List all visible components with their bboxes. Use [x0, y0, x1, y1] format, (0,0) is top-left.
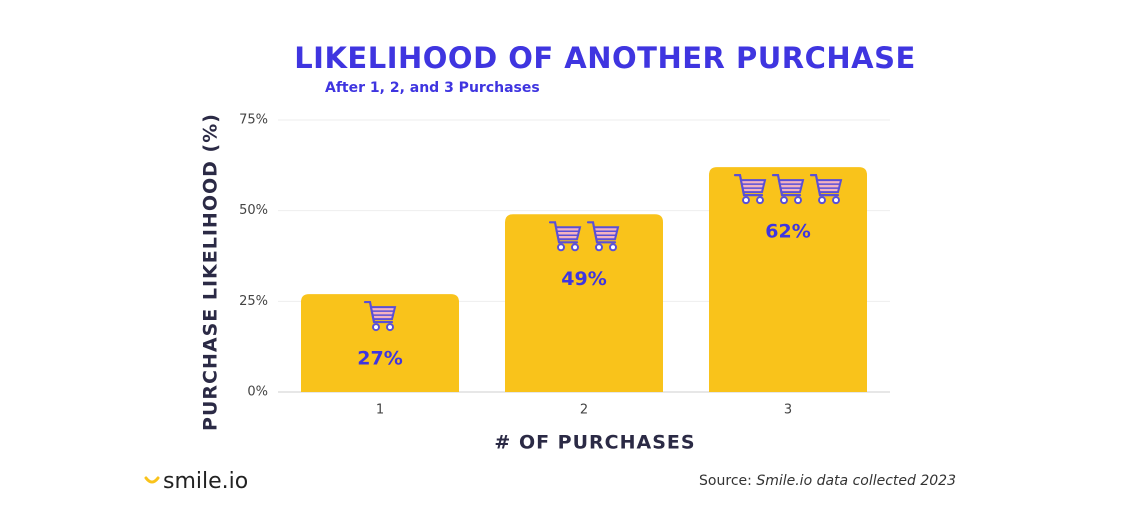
cart-wheel — [571, 243, 579, 252]
x-axis-title: # OF PURCHASES — [494, 432, 695, 454]
bar — [301, 294, 459, 392]
cart-wheel — [557, 243, 565, 252]
source-prefix: Source: — [699, 473, 752, 489]
cart-icon — [771, 174, 805, 205]
cart-basket — [592, 226, 620, 241]
cart-basket — [777, 179, 805, 194]
cart-wheel — [832, 196, 840, 205]
logo-smile — [144, 476, 160, 484]
cart-wheel — [742, 196, 750, 205]
cart-icon — [733, 174, 767, 205]
x-tick-label: 2 — [580, 403, 588, 418]
y-tick-label: 50% — [239, 203, 268, 218]
x-tick-label: 3 — [784, 403, 792, 418]
y-tick-label: 25% — [239, 294, 268, 309]
cart-wheel — [818, 196, 826, 205]
value-label: 27% — [357, 348, 402, 370]
cart-icon — [548, 221, 582, 252]
cart-wheel — [609, 243, 617, 252]
source-text: Smile.io data collected 2023 — [756, 473, 956, 489]
bar — [505, 214, 663, 392]
logo: smile.io — [144, 469, 248, 494]
cart-basket — [369, 306, 397, 321]
source: Source: Smile.io data collected 2023 — [699, 473, 956, 489]
cart-wheel — [595, 243, 603, 252]
cart-wheel — [386, 323, 394, 332]
cart-icon — [586, 221, 620, 252]
cart-basket — [554, 226, 582, 241]
bar — [709, 167, 867, 392]
value-label: 49% — [561, 268, 606, 290]
y-axis-title: PURCHASE LIKELIHOOD (%) — [200, 113, 222, 431]
chart-title: LIKELIHOOD OF ANOTHER PURCHASE — [294, 41, 916, 75]
cart-icon — [809, 174, 843, 205]
value-label: 62% — [765, 221, 810, 243]
cart-basket — [815, 179, 843, 194]
cart-wheel — [756, 196, 764, 205]
cart-basket — [739, 179, 767, 194]
cart-wheel — [372, 323, 380, 332]
cart-wheel — [794, 196, 802, 205]
x-tick-label: 1 — [376, 403, 384, 418]
cart-icon — [363, 300, 397, 332]
cart-wheel — [780, 196, 788, 205]
chart-subtitle: After 1, 2, and 3 Purchases — [325, 80, 540, 96]
y-tick-label: 75% — [239, 113, 268, 128]
y-tick-label: 0% — [247, 385, 268, 400]
logo-text: smile.io — [163, 469, 248, 494]
